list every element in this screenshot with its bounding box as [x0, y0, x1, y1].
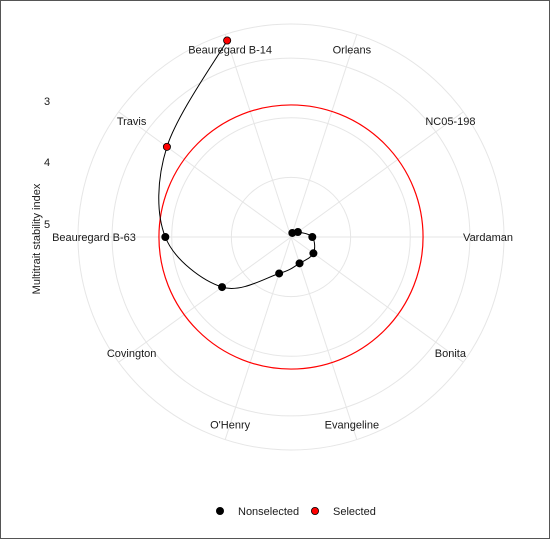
genotype-label: Beauregard B-63 [52, 232, 136, 244]
radial-tick-label: 5 [44, 219, 50, 231]
legend: Nonselected Selected [215, 506, 376, 518]
genotype-label: Beauregard B-14 [188, 45, 272, 57]
radial-ticks: 3 4 5 [44, 96, 50, 231]
genotype-label: NC05-198 [425, 116, 475, 128]
stability-path [158, 40, 316, 289]
nonselected-point [288, 228, 297, 237]
grid-spoke [224, 34, 292, 238]
cutpoint-circle [158, 104, 424, 370]
selected-point [223, 36, 232, 45]
legend-label: Selected [333, 506, 376, 518]
grid-spoke [290, 236, 464, 363]
genotype-points [161, 36, 318, 292]
legend-marker [310, 506, 319, 515]
radial-tick-label: 3 [44, 96, 50, 108]
genotype-label: Travis [117, 116, 147, 128]
grid-spoke [290, 236, 358, 440]
radial-tick-label: 4 [44, 157, 50, 169]
nonselected-point [161, 232, 170, 241]
y-axis-label: Multitrait stability index [31, 183, 43, 294]
polar-grid [77, 23, 505, 451]
genotype-label: Vardaman [463, 232, 513, 244]
genotype-label: O'Henry [210, 419, 250, 431]
genotype-label: Evangeline [325, 419, 379, 431]
nonselected-point [218, 283, 227, 292]
nonselected-point [309, 249, 318, 258]
grid-spoke [290, 111, 464, 238]
grid-spoke [290, 34, 358, 238]
nonselected-point [308, 232, 317, 241]
nonselected-point [295, 259, 304, 268]
nonselected-point [275, 269, 284, 278]
genotype-label: Covington [107, 348, 157, 360]
grid-spoke [224, 236, 292, 440]
genotype-label: Orleans [333, 45, 372, 57]
stability-curve [158, 40, 316, 289]
genotype-label: Bonita [435, 348, 467, 360]
grid-spoke [118, 111, 292, 238]
legend-marker [215, 506, 224, 515]
genotype-labels: Beauregard B-14 Orleans NC05-198 Vardaman Bo… [52, 45, 513, 432]
legend-label: Nonselected [238, 506, 299, 518]
selected-point [162, 142, 171, 151]
grid-spoke [118, 236, 292, 363]
selection-cutpoint [158, 104, 424, 370]
